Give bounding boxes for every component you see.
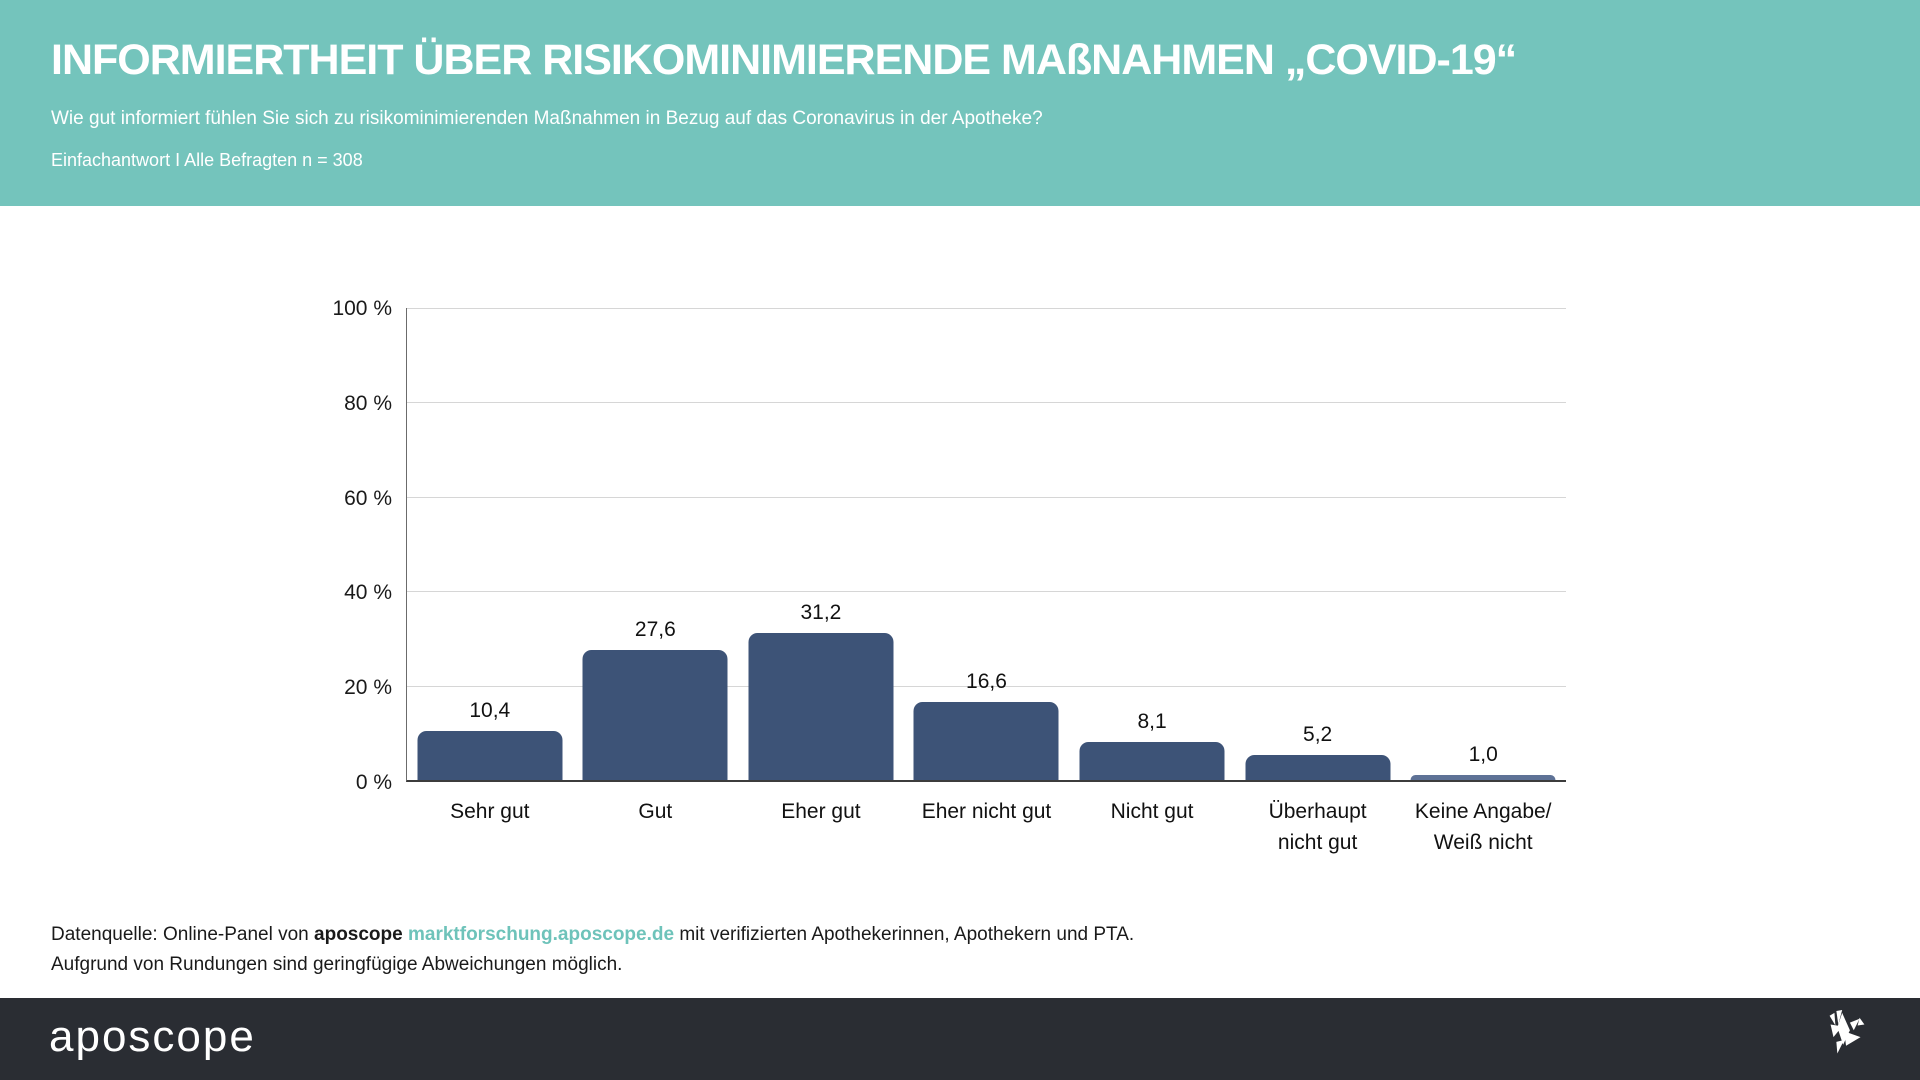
y-axis-label: 20 % xyxy=(344,676,392,700)
bar-2 xyxy=(582,649,728,780)
page-title: INFORMIERTHEIT ÜBER RISIKOMINIMIERENDE M… xyxy=(51,36,1517,84)
bar-value-label: 31,2 xyxy=(800,600,842,624)
gridline xyxy=(407,496,1566,498)
aposcope-logo: aposcope xyxy=(49,1012,256,1061)
bar-value-label: 1,0 xyxy=(1468,743,1498,767)
bar-6 xyxy=(1245,755,1391,780)
x-axis-label: Keine Angabe/ Weiß nicht xyxy=(1414,800,1552,854)
bar-slot: 27,6 Gut xyxy=(573,308,739,823)
x-axis-label: Nicht gut xyxy=(1110,800,1194,823)
brand-bar: aposcope xyxy=(0,998,1920,1080)
bar-3 xyxy=(748,632,894,780)
gridline xyxy=(407,308,1566,309)
bar-value-label: 10,4 xyxy=(469,698,511,722)
gridline xyxy=(407,685,1566,687)
y-axis-labels: 100 % 80 % 60 % 40 % 20 % 0 % xyxy=(300,298,392,793)
bar-slot: 5,2 Überhaupt nicht gut xyxy=(1235,308,1401,854)
source-note: Datenquelle: Online-Panel von aposcope m… xyxy=(51,920,1134,980)
x-axis-label: Sehr gut xyxy=(450,800,530,823)
rounding-note: Aufgrund von Rundungen sind geringfügige… xyxy=(51,954,623,975)
bar-value-label: 27,6 xyxy=(634,617,676,641)
bar-slot: 10,4 Sehr gut xyxy=(407,308,573,823)
chart-plot: 10,4 Sehr gut 27,6 Gut 31,2 Eher gut 16,6 Eher … xyxy=(406,308,1566,854)
x-axis-label: Eher nicht gut xyxy=(921,800,1052,823)
bar-value-label: 8,1 xyxy=(1137,709,1167,733)
origami-bird-icon xyxy=(1829,1010,1865,1054)
sample-note: Einfachantwort I Alle Befragten n = 308 xyxy=(51,150,363,170)
bar-1 xyxy=(417,730,563,780)
bar-value-label: 16,6 xyxy=(966,669,1007,693)
y-axis-label: 100 % xyxy=(332,297,392,320)
y-axis-label: 0 % xyxy=(355,771,392,794)
y-axis-label: 80 % xyxy=(344,391,392,415)
source-link[interactable]: marktforschung.aposcope.de xyxy=(408,924,675,945)
y-axis-label: 60 % xyxy=(344,486,392,510)
source-suffix: mit verifizierten Apothekerinnen, Apothe… xyxy=(674,924,1135,945)
survey-question: Wie gut informiert fühlen Sie sich zu ri… xyxy=(51,108,1043,129)
header-banner: INFORMIERTHEIT ÜBER RISIKOMINIMIERENDE M… xyxy=(0,0,1920,206)
bar-slot: 1,0 Keine Angabe/ Weiß nicht xyxy=(1400,308,1566,854)
bar-7 xyxy=(1410,775,1556,780)
bar-4 xyxy=(913,701,1059,780)
x-axis-label: Eher gut xyxy=(781,800,861,823)
bar-5 xyxy=(1079,741,1225,780)
source-prefix: Datenquelle: Online-Panel von xyxy=(51,924,315,945)
bar-slot: 8,1 Nicht gut xyxy=(1069,308,1235,823)
bar-slot: 31,2 Eher gut xyxy=(738,308,904,823)
gridline xyxy=(407,402,1566,404)
bar-slot: 16,6 Eher nicht gut xyxy=(904,308,1070,823)
source-line: Datenquelle: Online-Panel von aposcope m… xyxy=(51,920,1134,950)
bar-value-label: 5,2 xyxy=(1303,723,1333,747)
y-axis-label: 40 % xyxy=(344,581,392,605)
x-axis-label: Gut xyxy=(638,800,673,823)
gridline xyxy=(407,591,1566,593)
source-brand: aposcope xyxy=(314,924,403,945)
x-axis-label: Überhaupt nicht gut xyxy=(1268,800,1367,854)
